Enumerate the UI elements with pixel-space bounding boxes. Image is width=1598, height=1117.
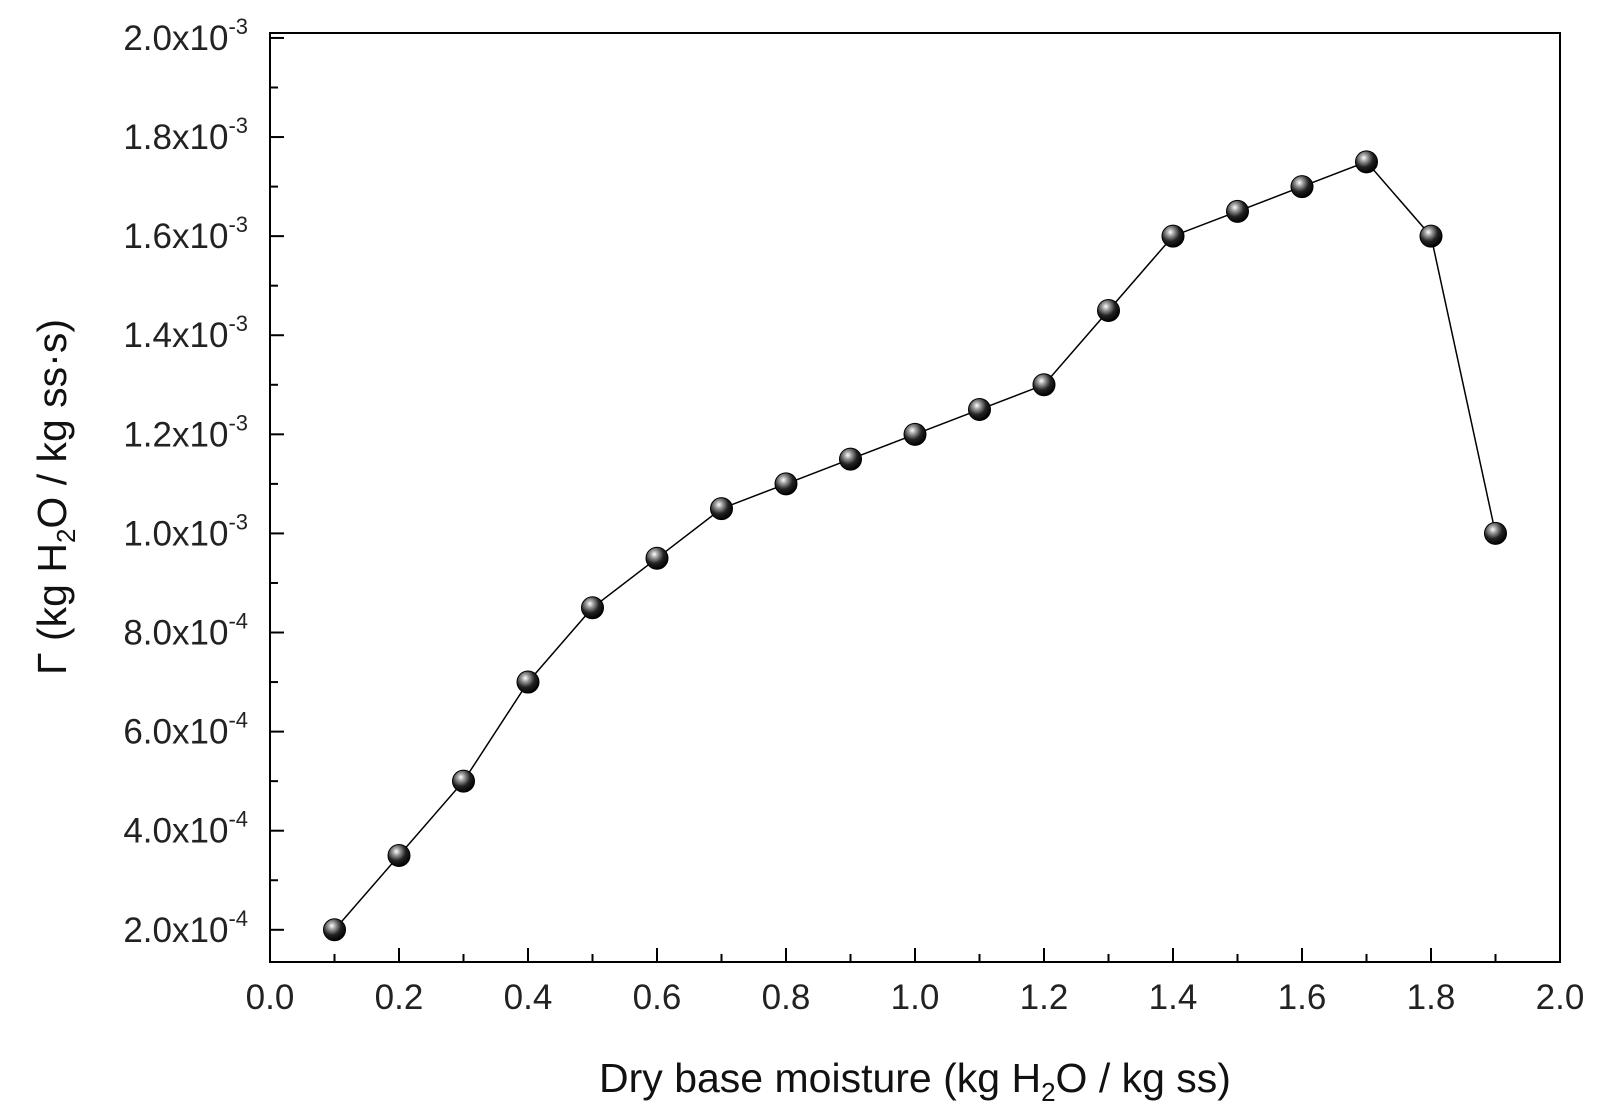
- y-tick-label: 4.0x10-4: [123, 807, 248, 851]
- data-point: [903, 422, 927, 446]
- x-tick-label: 1.2: [1020, 978, 1069, 1017]
- data-point: [710, 497, 733, 521]
- data-point: [645, 546, 669, 570]
- x-axis: 0.0 0.2 0.4 0.6 0.8 1.0 1.2 1.4 1.6 1.8 2.0: [246, 948, 1585, 1017]
- series-line: [333, 160, 1497, 931]
- data-point: [1226, 199, 1249, 223]
- y-tick-label: 2.0x10-4: [123, 906, 248, 950]
- y-tick-label: 1.6x10-3: [123, 212, 248, 256]
- y-axis: 2.0x10-4 4.0x10-4 6.0x10-4 8.0x10-4 1.0x10-3…: [123, 14, 284, 950]
- data-point: [1032, 373, 1056, 397]
- y-tick-label: 1.2x10-3: [123, 410, 248, 454]
- x-axis-title: Dry base moisture (kg H2O / kg ss): [599, 1055, 1231, 1107]
- y-tick-label: 1.0x10-3: [123, 509, 248, 553]
- x-tick-label: 0.4: [504, 978, 553, 1017]
- data-point: [774, 472, 798, 496]
- y-tick-label: 2.0x10-3: [123, 14, 248, 58]
- data-point: [968, 398, 991, 422]
- data-point: [1161, 224, 1185, 248]
- y-tick-label: 1.4x10-3: [123, 311, 248, 355]
- data-point: [581, 596, 604, 620]
- data-point: [839, 447, 862, 471]
- x-tick-label: 1.4: [1149, 978, 1198, 1017]
- data-point: [1290, 175, 1314, 199]
- x-tick-label: 1.0: [891, 978, 940, 1017]
- data-markers: [323, 150, 1507, 942]
- data-point: [323, 918, 346, 942]
- x-tick-label: 1.8: [1407, 978, 1456, 1017]
- data-point: [516, 670, 540, 694]
- y-tick-label: 6.0x10-4: [123, 708, 248, 752]
- x-tick-label: 0.6: [633, 978, 682, 1017]
- y-tick-label: 1.8x10-3: [123, 113, 248, 157]
- x-tick-label: 0.8: [762, 978, 811, 1017]
- y-tick-label: 8.0x10-4: [123, 609, 248, 653]
- x-tick-label: 1.6: [1278, 978, 1327, 1017]
- y-axis-title: Γ (kg H2O / kg ss·s): [29, 319, 81, 675]
- data-point: [387, 843, 411, 867]
- x-tick-label: 0.0: [246, 978, 295, 1017]
- data-point: [1419, 224, 1443, 248]
- data-point: [1097, 298, 1120, 322]
- data-point: [1484, 521, 1507, 545]
- x-tick-label: 0.2: [375, 978, 424, 1017]
- data-point: [452, 769, 475, 793]
- data-point: [1355, 150, 1378, 174]
- x-tick-label: 2.0: [1536, 978, 1585, 1017]
